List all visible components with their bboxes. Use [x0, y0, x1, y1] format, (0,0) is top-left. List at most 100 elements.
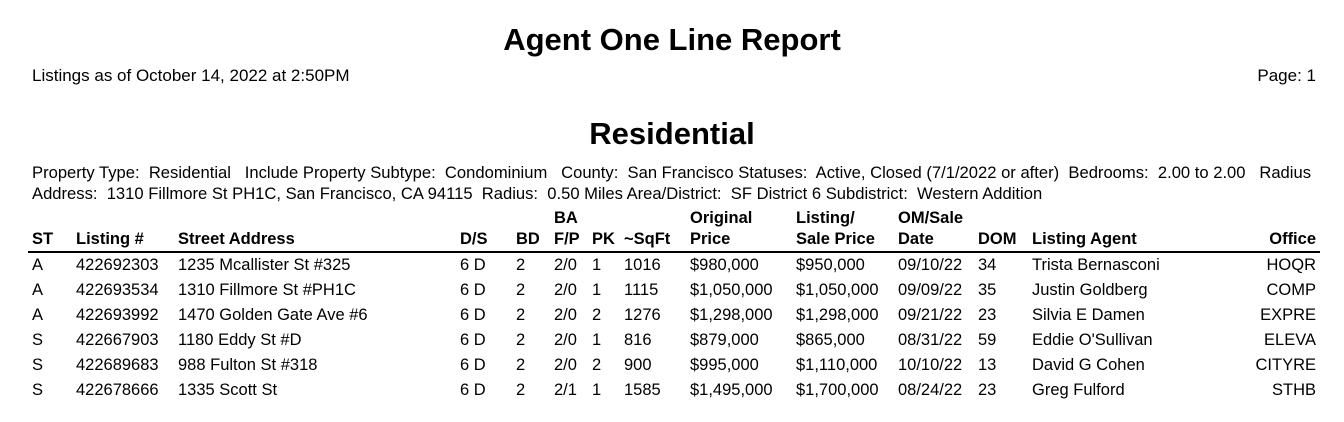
col-st: ST: [28, 208, 72, 253]
col-listing-number: Listing #: [72, 208, 174, 253]
cell-bd: 2: [516, 256, 526, 274]
cell-sqft: 816: [624, 331, 652, 349]
cell-dom: 59: [978, 331, 997, 349]
col-bd: BD: [512, 208, 550, 253]
cell-ba: 2/0: [554, 256, 577, 274]
cell-street-address: 1235 Mcallister St #325: [178, 256, 351, 274]
cell-bd: 2: [516, 381, 526, 399]
cell-dom: 34: [978, 256, 997, 274]
col-listing-agent: Listing Agent: [1028, 208, 1220, 253]
cell-ds: 6 D: [460, 281, 486, 299]
cell-pk: 1: [592, 381, 602, 399]
cell-listing-agent: Greg Fulford: [1032, 381, 1125, 399]
cell-date: 08/24/22: [898, 381, 963, 399]
listings-as-of: Listings as of October 14, 2022 at 2:50P…: [32, 66, 350, 85]
cell-original-price: $980,000: [690, 256, 759, 274]
cell-date: 08/31/22: [898, 331, 963, 349]
col-street-address: Street Address: [174, 208, 456, 253]
col-original-price: Original Price: [686, 208, 792, 253]
cell-ds: 6 D: [460, 306, 486, 324]
cell-sale-price: $1,110,000: [796, 356, 878, 374]
cell-listing-agent: Eddie O'Sullivan: [1032, 331, 1153, 349]
cell-ba: 2/0: [554, 356, 577, 374]
cell-date: 10/10/22: [898, 356, 963, 374]
report-title: Agent One Line Report: [503, 22, 841, 57]
cell-street-address: 1335 Scott St: [178, 381, 278, 399]
table-body: A 422692303 1235 Mcallister St #325 6 D …: [28, 252, 1320, 403]
table-row: A 422693534 1310 Fillmore St #PH1C 6 D 2…: [28, 278, 1320, 303]
col-sale-price: Listing/ Sale Price: [792, 208, 894, 253]
cell-st: A: [32, 281, 44, 299]
cell-pk: 1: [592, 256, 602, 274]
cell-ds: 6 D: [460, 381, 486, 399]
cell-dom: 23: [978, 306, 997, 324]
cell-original-price: $1,495,000: [690, 381, 773, 399]
cell-pk: 1: [592, 281, 602, 299]
cell-ba: 2/0: [554, 306, 577, 324]
cell-listing-number: 422689683: [76, 356, 159, 374]
cell-office: ELEVA: [1264, 331, 1316, 349]
cell-st: A: [32, 306, 44, 324]
cell-date: 09/10/22: [898, 256, 963, 274]
cell-sale-price: $950,000: [796, 256, 865, 274]
col-ds: D/S: [456, 208, 512, 253]
cell-office: COMP: [1266, 281, 1317, 299]
cell-sale-price: $1,700,000: [796, 381, 879, 399]
cell-listing-number: 422678666: [76, 381, 159, 399]
search-criteria: Property Type: Residential Include Prope…: [32, 163, 1315, 203]
cell-original-price: $995,000: [690, 356, 759, 374]
table-row: S 422689683 988 Fulton St #318 6 D 2 2/0…: [28, 353, 1320, 378]
table-row: S 422678666 1335 Scott St 6 D 2 2/1 1 15…: [28, 378, 1320, 403]
cell-sqft: 1115: [624, 281, 659, 299]
cell-st: S: [32, 331, 44, 349]
cell-bd: 2: [516, 331, 526, 349]
col-sqft: ~SqFt: [620, 208, 686, 253]
cell-ba: 2/0: [554, 281, 577, 299]
cell-ba: 2/1: [554, 381, 577, 399]
cell-bd: 2: [516, 306, 526, 324]
cell-listing-agent: Justin Goldberg: [1032, 281, 1148, 299]
col-ba: BA F/P: [550, 208, 588, 253]
cell-st: S: [32, 356, 44, 374]
cell-date: 09/09/22: [898, 281, 963, 299]
cell-pk: 2: [592, 356, 602, 374]
page-number: Page: 1: [1257, 66, 1316, 85]
cell-listing-number: 422692303: [76, 256, 159, 274]
cell-street-address: 1470 Golden Gate Ave #6: [178, 306, 368, 324]
cell-sale-price: $1,298,000: [796, 306, 879, 324]
cell-st: S: [32, 381, 44, 399]
cell-date: 09/21/22: [898, 306, 963, 324]
cell-original-price: $1,050,000: [690, 281, 773, 299]
cell-pk: 1: [592, 331, 602, 349]
cell-office: HOQR: [1266, 256, 1317, 274]
table-header-row: ST Listing # Street Address D/S BD BA F/…: [28, 208, 1320, 253]
cell-ds: 6 D: [460, 356, 486, 374]
cell-office: CITYRE: [1255, 356, 1316, 374]
cell-listing-number: 422693992: [76, 306, 159, 324]
table-row: A 422692303 1235 Mcallister St #325 6 D …: [28, 252, 1320, 278]
table-row: A 422693992 1470 Golden Gate Ave #6 6 D …: [28, 303, 1320, 328]
cell-ba: 2/0: [554, 331, 577, 349]
cell-dom: 13: [978, 356, 997, 374]
cell-dom: 23: [978, 381, 997, 399]
cell-street-address: 1180 Eddy St #D: [178, 331, 302, 349]
cell-sqft: 1276: [624, 306, 661, 324]
cell-listing-number: 422667903: [76, 331, 159, 349]
col-date: OM/Sale Date: [894, 208, 974, 253]
col-office: Office: [1220, 208, 1320, 253]
cell-sqft: 1016: [624, 256, 661, 274]
cell-listing-agent: Silvia E Damen: [1032, 306, 1145, 324]
cell-original-price: $879,000: [690, 331, 759, 349]
cell-office: EXPRE: [1260, 306, 1316, 324]
cell-dom: 35: [978, 281, 997, 299]
cell-pk: 2: [592, 306, 602, 324]
cell-sale-price: $1,050,000: [796, 281, 879, 299]
cell-ds: 6 D: [460, 256, 486, 274]
cell-street-address: 1310 Fillmore St #PH1C: [178, 281, 356, 299]
cell-sqft: 1585: [624, 381, 661, 399]
cell-bd: 2: [516, 356, 526, 374]
cell-listing-agent: David G Cohen: [1032, 356, 1145, 374]
col-pk: PK: [588, 208, 620, 253]
table-row: S 422667903 1180 Eddy St #D 6 D 2 2/0 1 …: [28, 328, 1320, 353]
cell-ds: 6 D: [460, 331, 486, 349]
